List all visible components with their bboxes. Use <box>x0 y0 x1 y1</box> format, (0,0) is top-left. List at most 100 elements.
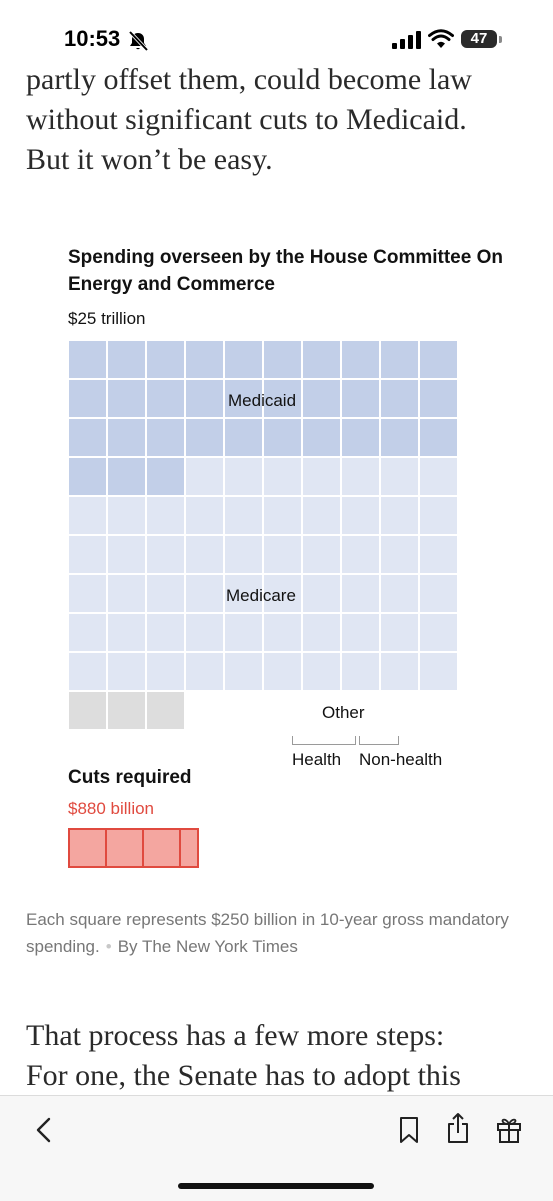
cuts-square <box>142 828 181 868</box>
medicare-label: Medicare <box>226 586 296 605</box>
cuts-required-squares <box>68 828 206 868</box>
medicare-square <box>419 496 458 535</box>
waffle-chart <box>68 340 460 732</box>
graphic-title: Spending overseen by the House Committee… <box>68 247 503 295</box>
medicare-square <box>185 652 224 691</box>
medicaid-square <box>185 418 224 457</box>
medicare-square <box>224 457 263 496</box>
medicare-square <box>263 652 302 691</box>
medicaid-square <box>341 379 380 418</box>
medicare-square <box>341 613 380 652</box>
medicaid-square <box>380 418 419 457</box>
medicaid-square <box>341 418 380 457</box>
cuts-required-amount: $880 billion <box>68 799 155 818</box>
medicaid-square <box>380 340 419 379</box>
medicare-square <box>263 613 302 652</box>
back-chevron-icon[interactable] <box>34 1116 54 1144</box>
status-bar: 10:53 47 <box>0 0 553 70</box>
cuts-square <box>68 828 107 868</box>
medicaid-square <box>224 379 263 418</box>
medicare-square <box>146 613 185 652</box>
medicare-square <box>185 457 224 496</box>
medicare-square <box>302 613 341 652</box>
medicare-square <box>146 574 185 613</box>
medicaid-square <box>419 379 458 418</box>
status-time: 10:53 <box>64 26 121 51</box>
bell-muted-icon <box>128 30 149 52</box>
medicaid-square <box>146 418 185 457</box>
health-label: Health <box>292 750 342 769</box>
caption-byline: By The New York Times <box>117 937 298 956</box>
article-paragraph-top: partly offset them, could become law wit… <box>26 60 536 180</box>
paragraph-line: without significant cuts to Medicaid. <box>26 103 467 136</box>
medicare-square <box>146 652 185 691</box>
share-icon[interactable] <box>446 1112 470 1144</box>
cuts-required-title: Cuts required <box>68 767 192 788</box>
medicare-square <box>419 652 458 691</box>
medicare-square <box>302 496 341 535</box>
medicare-square <box>380 574 419 613</box>
medicaid-square <box>263 340 302 379</box>
home-indicator[interactable] <box>178 1183 374 1189</box>
caption-separator: • <box>105 937 112 956</box>
medicaid-square <box>419 340 458 379</box>
other-non-health-square <box>146 691 185 730</box>
paragraph-line: partly offset them, could become law <box>26 63 472 96</box>
medicaid-label: Medicaid <box>228 391 297 410</box>
paragraph-line: But it won’t be easy. <box>26 143 273 176</box>
medicaid-square <box>68 379 107 418</box>
medicaid-square <box>107 457 146 496</box>
medicare-square <box>380 535 419 574</box>
medicare-square <box>68 652 107 691</box>
cuts-square <box>105 828 144 868</box>
medicare-square <box>380 496 419 535</box>
medicaid-square <box>185 379 224 418</box>
medicare-square <box>68 574 107 613</box>
wifi-icon <box>428 29 454 48</box>
medicare-square <box>107 652 146 691</box>
medicaid-square <box>107 340 146 379</box>
medicare-square <box>380 652 419 691</box>
medicare-square <box>146 496 185 535</box>
medicaid-square <box>146 379 185 418</box>
medicaid-square <box>302 340 341 379</box>
medicaid-square <box>68 457 107 496</box>
medicare-square <box>419 613 458 652</box>
medicare-square <box>263 574 302 613</box>
health-bracket <box>292 736 356 745</box>
paragraph-line: That process has a few more steps: <box>26 1019 445 1052</box>
battery-level: 47 <box>461 30 497 48</box>
medicare-square <box>107 496 146 535</box>
medicare-square <box>302 535 341 574</box>
medicare-square <box>341 457 380 496</box>
medicare-square <box>107 613 146 652</box>
other-label: Other <box>322 703 365 722</box>
medicare-square <box>68 535 107 574</box>
battery-icon: 47 <box>461 30 505 50</box>
medicaid-square <box>68 340 107 379</box>
other-health-square <box>68 691 107 730</box>
medicare-square <box>419 535 458 574</box>
medicare-square <box>185 535 224 574</box>
medicare-square <box>341 574 380 613</box>
medicare-square <box>224 613 263 652</box>
graphic-caption: Each square represents $250 billion in 1… <box>26 906 536 960</box>
medicaid-square <box>419 418 458 457</box>
medicare-square <box>185 574 224 613</box>
medicare-square <box>263 535 302 574</box>
medicaid-square <box>146 340 185 379</box>
total-spending-label: $25 trillion <box>68 309 146 328</box>
non-health-label: Non-health <box>359 750 443 769</box>
paragraph-line: For one, the Senate has to adopt this <box>26 1059 461 1092</box>
bookmark-icon[interactable] <box>398 1116 420 1144</box>
medicaid-square <box>263 418 302 457</box>
medicare-square <box>302 574 341 613</box>
gift-icon[interactable] <box>496 1114 522 1144</box>
medicare-square <box>107 535 146 574</box>
medicare-square <box>263 496 302 535</box>
medicaid-square <box>380 379 419 418</box>
medicare-square <box>224 574 263 613</box>
medicaid-square <box>185 340 224 379</box>
medicaid-square <box>263 379 302 418</box>
battery-cap <box>499 36 502 43</box>
